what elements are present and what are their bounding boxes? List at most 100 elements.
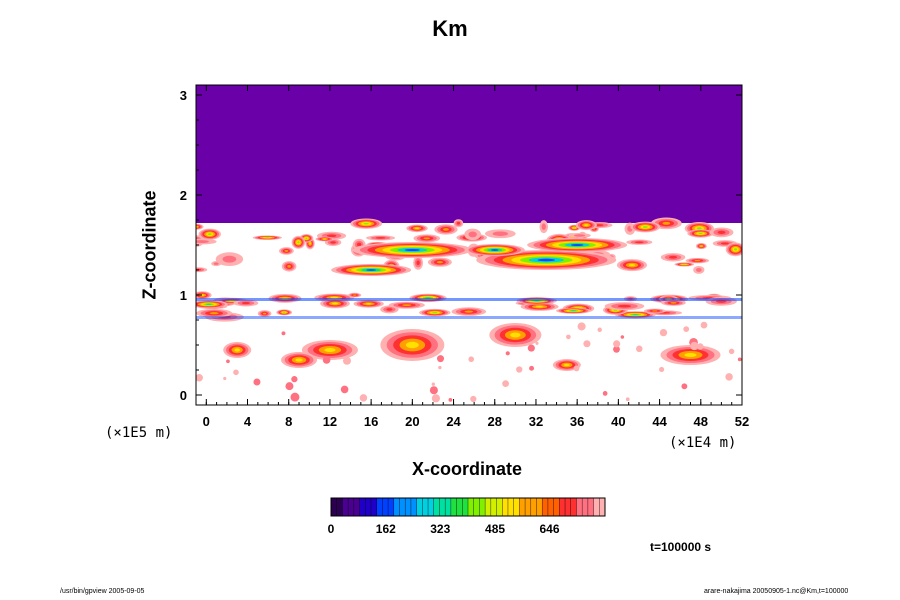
lower-convective-cell [223,342,252,358]
colorbar-segment [519,498,526,516]
lower-speckle [502,380,509,388]
lower-speckle [613,340,621,348]
x-scale-note: (×1E4 m) [669,435,737,451]
contour-band [652,310,658,312]
inversion-patch [419,308,451,317]
contour-band [700,245,703,247]
contour-band [363,222,369,225]
colorbar-segment [388,498,395,516]
contour-band [443,228,449,231]
colorbar-segment [393,498,400,516]
contour-band [570,310,576,312]
x-tick-label: 4 [244,414,252,429]
lower-speckle [636,345,643,353]
inversion-patch [196,300,228,309]
colorbar-segment [468,498,475,516]
contour-band [436,261,443,264]
upper-streak [352,242,473,258]
lower-speckle [285,382,294,391]
upper-layer-patch [453,219,464,228]
colorbar-segment [416,498,423,516]
lower-speckle [725,373,733,381]
colorbar-segment [462,498,469,516]
lower-speckle [683,326,690,332]
colorbar-frame [330,497,606,517]
inversion-patch [451,307,487,316]
lower-speckle [448,398,453,402]
lower-speckle [359,394,368,402]
colorbar-segment [507,498,515,516]
upper-layer-patch [568,233,591,239]
contour-band [573,227,576,229]
lower-speckle [431,382,436,386]
inversion-patch [604,302,645,311]
upper-layer-patch [539,220,549,234]
lower-speckle [659,366,665,372]
upper-layer-patch [215,252,244,267]
upper-layer-patch [281,261,297,272]
upper-layer-patch [575,220,597,231]
lower-speckle [505,351,510,356]
contour-band [375,237,386,239]
inversion-patch [196,308,233,318]
colorbar-segment [593,498,600,516]
contour-band [717,230,726,234]
footer-left: /usr/bin/gpview 2005-09-05 [60,588,145,595]
x-tick-label: 44 [652,414,667,429]
colorbar-segment [450,498,458,516]
inversion-patch [196,291,212,300]
colorbar-segment [428,498,435,516]
contour-band [492,231,509,236]
colorbar-segment [599,498,606,516]
contour-band [386,308,393,311]
colorbar-segment [565,498,572,516]
chart-title: Km [432,16,468,41]
contour-band [698,232,703,235]
colorbar-segment [547,498,555,516]
contour-band [468,231,477,238]
contour-band [297,241,300,244]
lower-speckle [342,356,351,365]
lower-speckle [690,341,699,351]
x-tick-label: 12 [323,414,337,429]
contour-band [405,341,419,349]
upper-layer-patch [366,235,396,241]
contour-band [662,221,671,225]
upper-layer-patch [695,243,707,250]
lower-convective-cell [552,359,581,371]
lower-speckle [438,365,442,370]
contour-band [324,348,336,352]
contour-band [206,303,212,305]
colorbar-segment [342,498,349,516]
lower-speckle [573,365,580,372]
colorbar-segment [382,498,389,516]
colorbar-segment [570,498,577,516]
colorbar-segment [336,498,343,516]
inversion-patch [388,301,425,309]
x-tick-label: 40 [611,414,625,429]
upper-layer-patch [568,224,581,231]
colorbar-segment [576,498,583,516]
contour-band [404,249,420,251]
lower-speckle [597,327,602,332]
contour-band [241,301,251,305]
colorbar: 0 162 323 485 646 [328,497,606,536]
inversion-patch [353,299,384,308]
contour-band [423,237,431,240]
colorbar-segment [502,498,509,516]
upper-layer-patch [252,235,283,240]
contour-band [332,302,338,305]
inversion-patch [233,299,259,307]
upper-layer-patch [434,224,458,235]
upper-streak [464,244,525,256]
contour-band [541,223,546,230]
colorbar-segment [370,498,378,516]
lower-speckle [681,383,688,390]
upper-streak [331,264,412,276]
lower-speckle [737,357,742,362]
colorbar-segment [496,498,503,516]
time-label: t=100000 s [650,540,712,554]
contour-band [670,302,677,304]
contour-band [326,234,337,238]
contour-band [510,332,521,338]
